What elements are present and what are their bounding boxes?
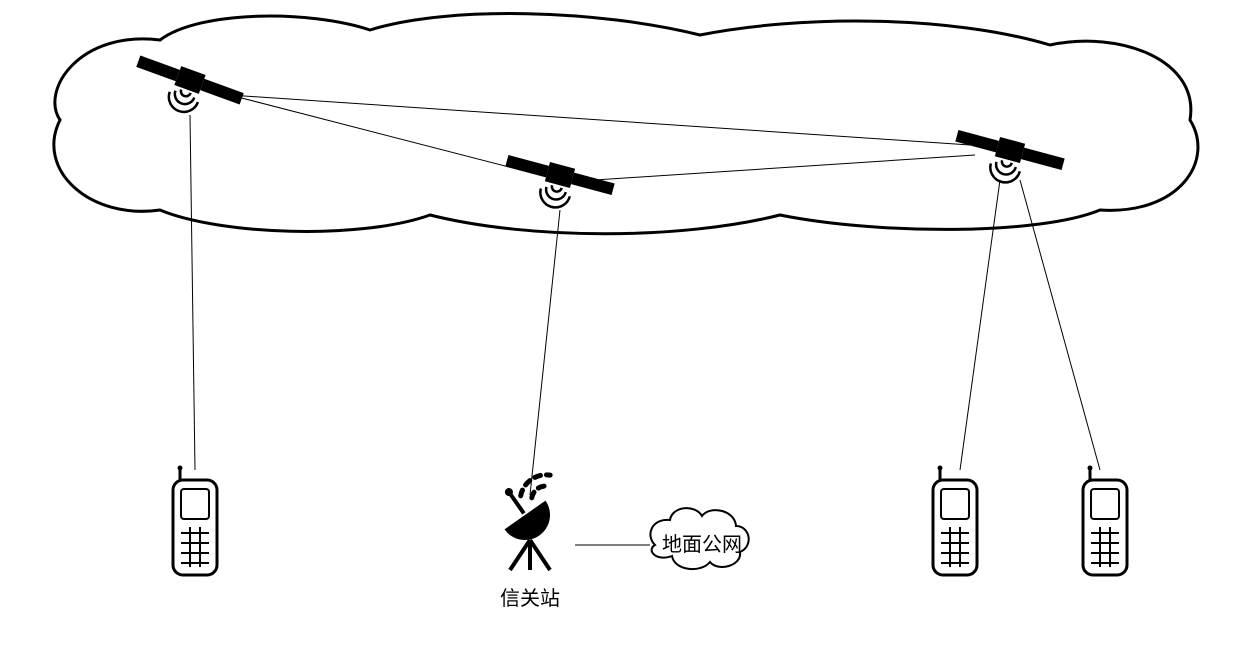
link-sat1-sat2 [230,95,540,175]
downlink-sat3-phone3 [1020,180,1100,470]
downlink-sat1-phone1 [190,115,195,470]
satellite-1 [127,52,245,130]
link-sat1-sat3 [230,95,970,145]
phone-2 [933,466,977,576]
downlink-sat3-phone2 [960,180,1000,470]
link-sat2-sat3 [595,155,975,180]
ground-cloud-label: 地面公网 [662,528,742,557]
phone-1 [173,466,217,576]
gateway-label: 信关站 [500,582,560,611]
constellation-cloud [54,14,1198,234]
link-lines [190,95,1100,545]
downlink-sat2-gateway [530,210,560,495]
satellite-3 [948,126,1065,196]
phone-3 [1083,466,1127,576]
gateway-station-icon [486,469,560,570]
satellite-2 [498,151,615,221]
diagram-canvas [0,0,1240,649]
